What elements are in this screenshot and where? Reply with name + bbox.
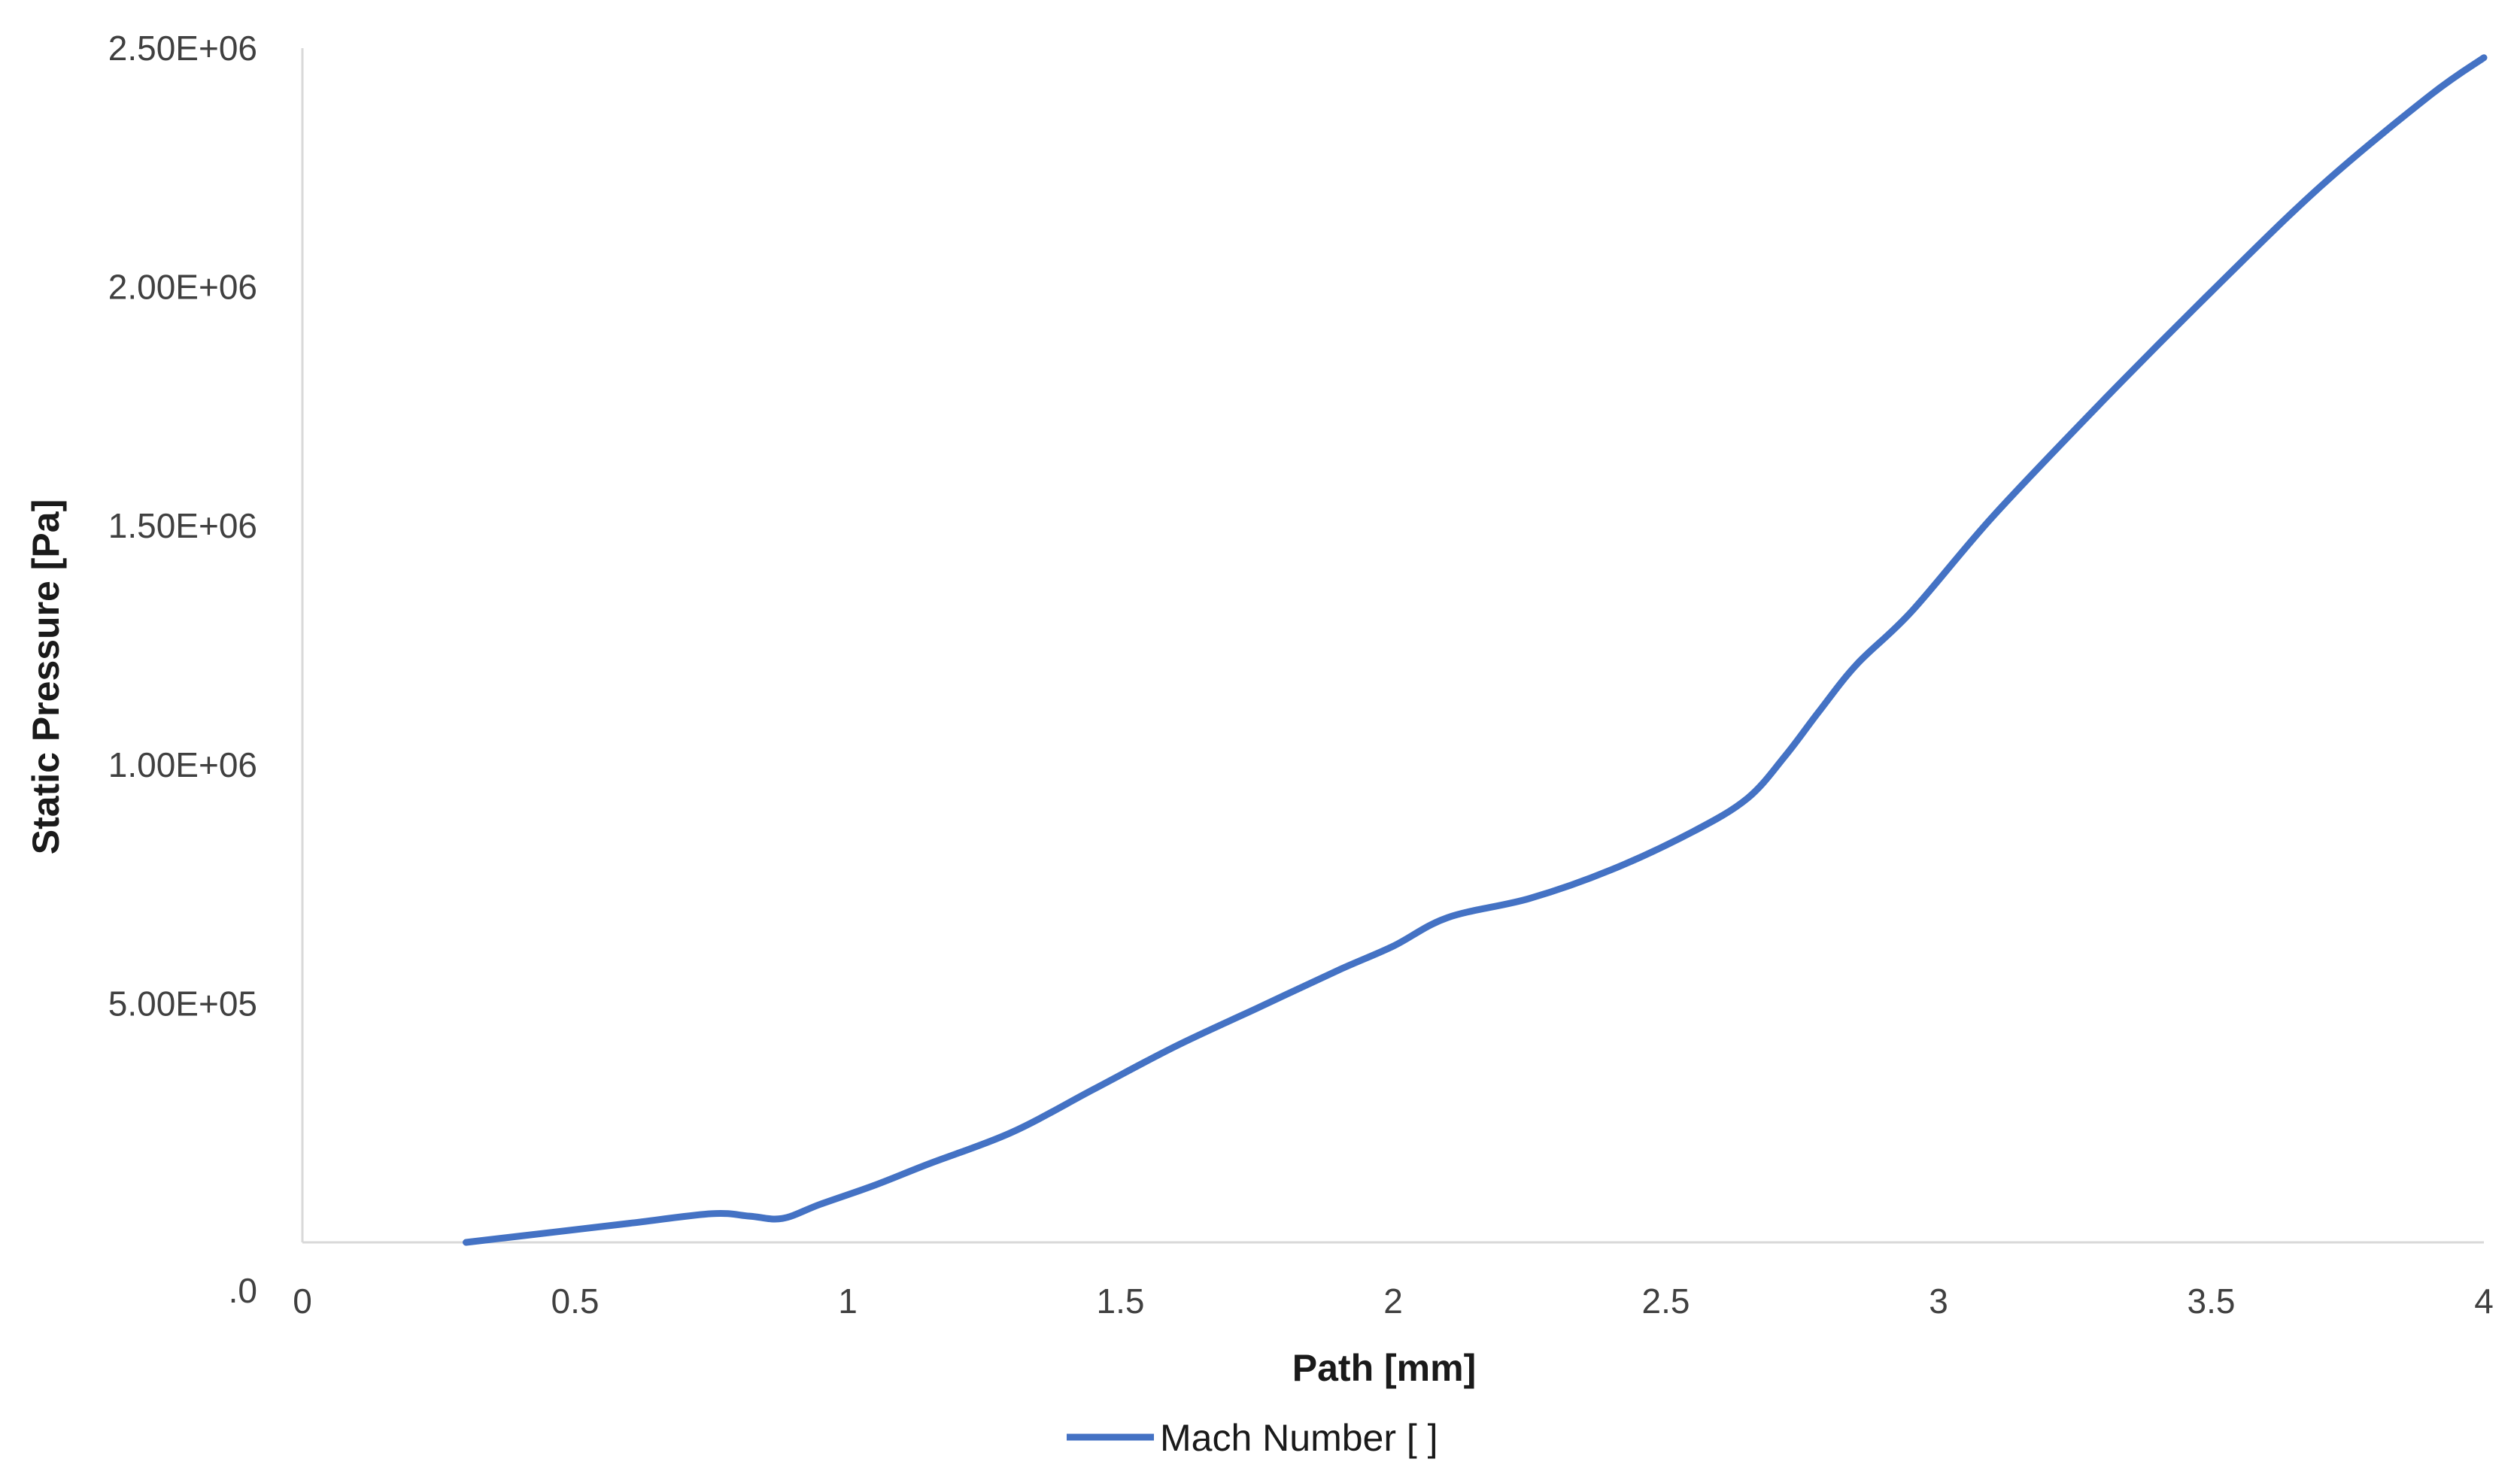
x-tick-label: 0 [293, 1281, 312, 1321]
series-layer [463, 54, 2488, 1246]
y-axis-title: Static Pressure [Pa] [25, 499, 67, 854]
y-axis: 5.00E+05 1.00E+06 1.50E+06 2.00E+06 2.50E+06… [108, 29, 304, 1310]
x-tick-label: 3 [1929, 1281, 1948, 1321]
y-tick-label: 1.50E+06 [108, 506, 257, 545]
x-axis-title: Path [mm] [1292, 1347, 1476, 1389]
x-tick-label: 2.5 [1642, 1281, 1690, 1321]
y-tick-label: 2.50E+06 [108, 29, 257, 68]
x-tick-label: 1.5 [1097, 1281, 1145, 1321]
y-origin-label: .0 [229, 1271, 257, 1310]
x-tick-label: 0.5 [551, 1281, 600, 1321]
series-line [463, 54, 2488, 1246]
legend-label: Mach Number [ ] [1160, 1417, 1438, 1459]
y-tick-label: 5.00E+05 [108, 984, 257, 1023]
x-tick-label: 2 [1383, 1281, 1403, 1321]
x-tick-label: 4 [2474, 1281, 2494, 1321]
legend: Mach Number [ ] [1067, 1417, 1438, 1459]
y-tick-label: 2.00E+06 [108, 268, 257, 307]
x-axis: 0 0.5 1 1.5 2 2.5 3 3.5 4 [293, 1241, 2494, 1321]
x-tick-label: 3.5 [2188, 1281, 2236, 1321]
y-tick-label: 1.00E+06 [108, 745, 257, 784]
x-tick-label: 1 [838, 1281, 858, 1321]
